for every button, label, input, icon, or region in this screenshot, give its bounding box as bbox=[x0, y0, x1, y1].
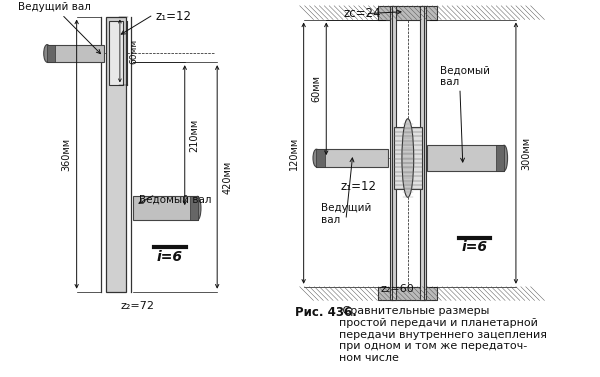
Text: z₁=12: z₁=12 bbox=[155, 10, 191, 23]
Ellipse shape bbox=[313, 149, 320, 167]
Text: 420мм: 420мм bbox=[222, 160, 232, 193]
Text: i=6: i=6 bbox=[157, 250, 183, 264]
Text: 60мм: 60мм bbox=[311, 75, 322, 102]
Bar bbox=[379, 6, 437, 20]
Bar bbox=[316, 149, 388, 167]
Text: Ведомый вал: Ведомый вал bbox=[139, 195, 211, 204]
Text: 120мм: 120мм bbox=[289, 136, 299, 170]
Text: 60мм: 60мм bbox=[130, 38, 139, 64]
Text: Ведущий
вал: Ведущий вал bbox=[322, 203, 372, 225]
Ellipse shape bbox=[500, 145, 508, 171]
Bar bbox=[106, 17, 126, 292]
Bar bbox=[496, 145, 504, 171]
Text: zс=24: zс=24 bbox=[344, 7, 382, 20]
Ellipse shape bbox=[402, 119, 414, 197]
Text: Сравнительные размеры
простой передачи и планетарной
передачи внутреннего зацепл: Сравнительные размеры простой передачи и… bbox=[339, 307, 547, 363]
Ellipse shape bbox=[194, 196, 201, 220]
Text: Рис. 436.: Рис. 436. bbox=[295, 307, 356, 319]
Bar bbox=[47, 44, 55, 62]
Bar bbox=[109, 21, 124, 85]
Bar bbox=[394, 127, 422, 190]
Bar bbox=[190, 196, 197, 220]
Text: Ведомый
вал: Ведомый вал bbox=[440, 66, 490, 87]
Bar bbox=[133, 196, 197, 220]
Text: z₂=60: z₂=60 bbox=[380, 284, 414, 294]
Ellipse shape bbox=[44, 44, 50, 62]
Text: 360мм: 360мм bbox=[62, 138, 72, 171]
Bar bbox=[390, 6, 396, 300]
Text: 210мм: 210мм bbox=[190, 119, 200, 152]
Text: z₁=12: z₁=12 bbox=[341, 180, 377, 193]
Bar bbox=[427, 145, 504, 171]
Text: Ведущий вал: Ведущий вал bbox=[17, 2, 100, 54]
Text: i=6: i=6 bbox=[461, 241, 488, 254]
Text: z₂=72: z₂=72 bbox=[121, 302, 155, 311]
Bar bbox=[379, 287, 437, 300]
Bar bbox=[419, 6, 425, 300]
Bar bbox=[47, 44, 104, 62]
Text: 300мм: 300мм bbox=[521, 136, 531, 170]
Bar bbox=[316, 149, 325, 167]
